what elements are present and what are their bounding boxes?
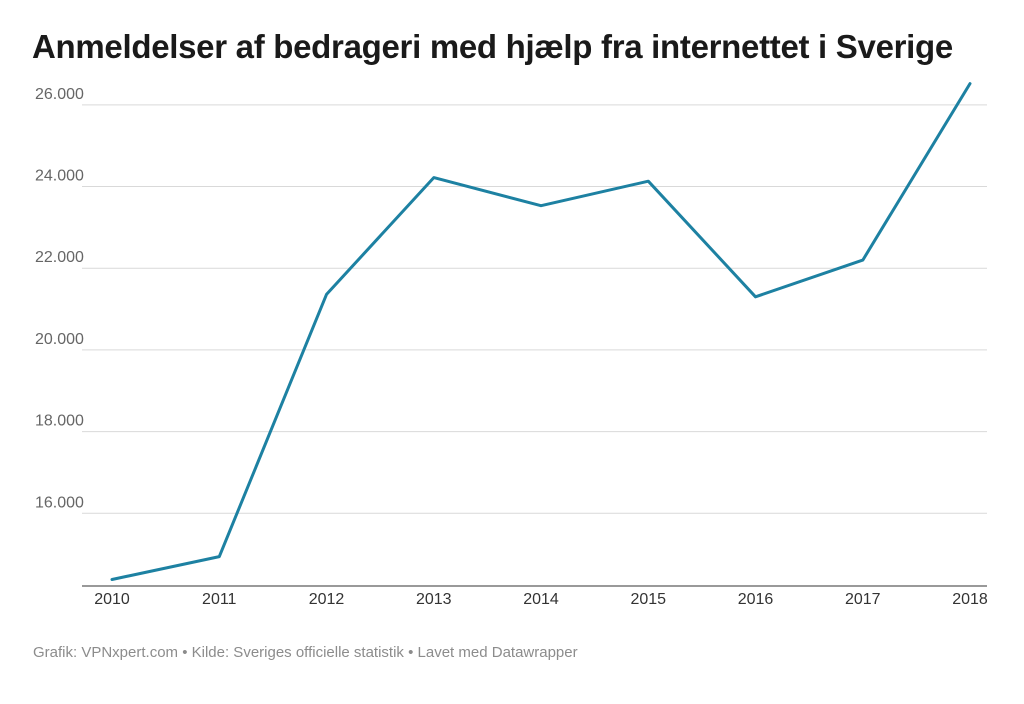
- y-tick-label: 22.000: [35, 249, 84, 266]
- chart-footer-credits: Grafik: VPNxpert.com • Kilde: Sveriges o…: [33, 644, 578, 661]
- x-tick-label: 2016: [738, 591, 774, 608]
- x-axis-tick-labels: 2010 2011 2012 2013 2014 2015 2016 2017 2018: [94, 591, 988, 608]
- y-tick-label: 16.000: [35, 494, 84, 511]
- x-tick-label: 2011: [202, 591, 237, 608]
- series-line: [110, 82, 972, 581]
- y-tick-label: 20.000: [35, 331, 84, 348]
- x-tick-label: 2018: [952, 591, 988, 608]
- series-layer: [110, 82, 972, 581]
- chart-title: Anmeldelser af bedrageri med hjælp fra i…: [32, 28, 953, 65]
- y-tick-label: 18.000: [35, 413, 84, 430]
- gridlines: [82, 104, 987, 514]
- x-tick-label: 2013: [416, 591, 452, 608]
- y-tick-label: 24.000: [35, 168, 84, 185]
- x-tick-label: 2017: [845, 591, 881, 608]
- y-axis-tick-labels: 16.000 18.000 20.000 22.000 24.000 26.000: [35, 86, 84, 511]
- x-tick-label: 2010: [94, 591, 130, 608]
- x-tick-label: 2012: [309, 591, 345, 608]
- x-tick-label: 2014: [523, 591, 559, 608]
- y-tick-label: 26.000: [35, 86, 84, 103]
- x-tick-label: 2015: [630, 591, 666, 608]
